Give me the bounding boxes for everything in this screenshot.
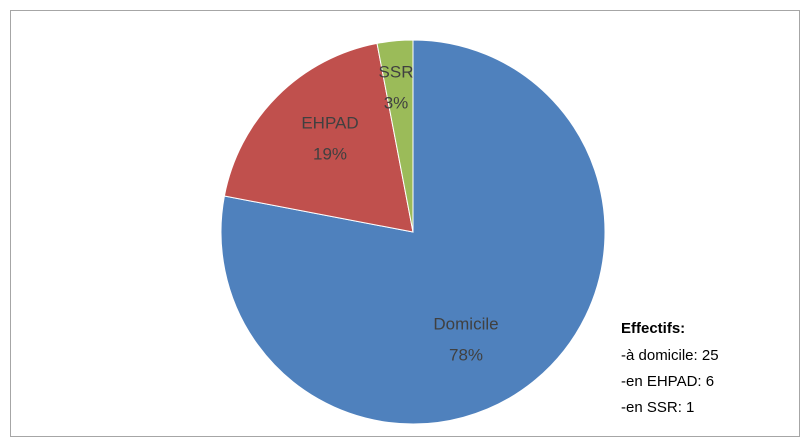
slice-value-label: 3% [384,93,409,112]
slice-value-label: 78% [449,345,483,364]
slice-category-label: EHPAD [301,113,358,132]
pie-slice [223,42,414,233]
annotation-line: -à domicile: 25 [621,347,719,364]
pie-slice [376,39,414,233]
slice-value-label: 19% [313,144,347,163]
slice-category-label: SSR [379,62,414,81]
slice-category-label: Domicile [433,314,498,333]
annotation-line: -en EHPAD: 6 [621,373,714,390]
annotation-title: Effectifs: [621,320,685,337]
annotation-line: -en SSR: 1 [621,399,694,416]
pie-slice [220,39,606,425]
